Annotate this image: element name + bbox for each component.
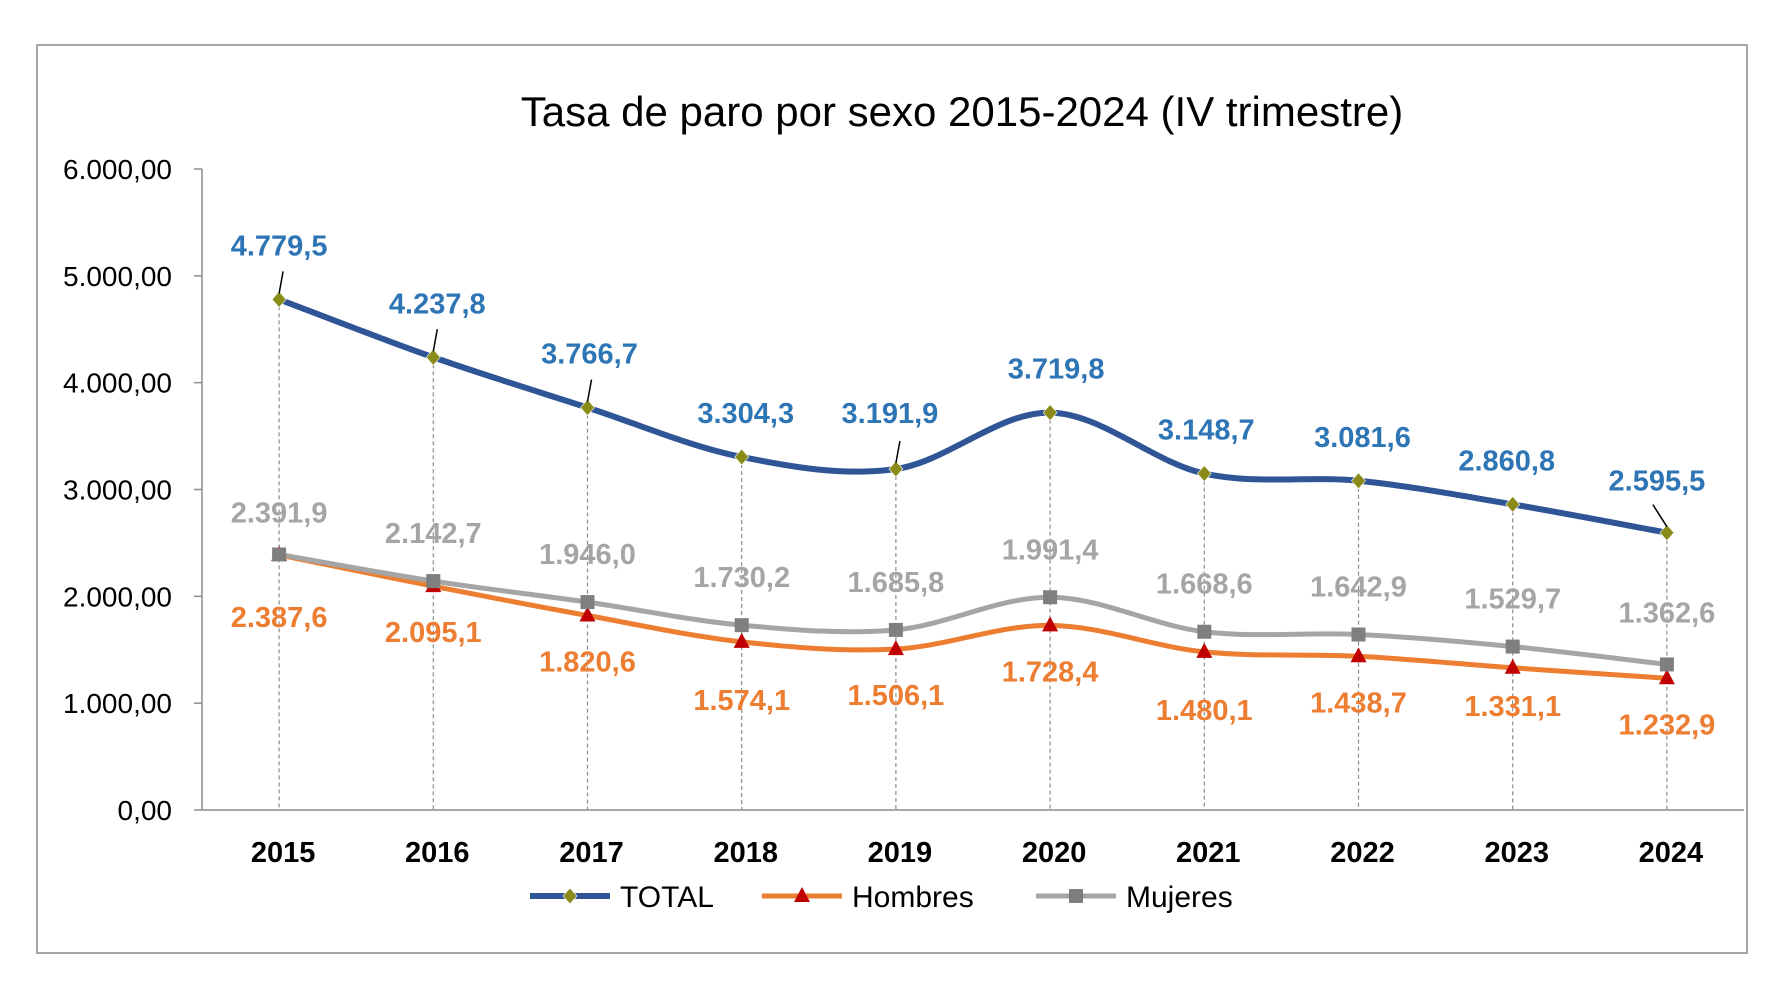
data-label-hombres: 1.331,1 (1464, 691, 1561, 723)
leader-line (1652, 504, 1668, 528)
y-tick-label: 6.000,00 (63, 154, 172, 185)
data-label-hombres: 2.095,1 (385, 617, 482, 649)
marker-total (271, 290, 287, 308)
x-axis-ticks: 2015 2016 2017 2018 2019 2020 2021 2022 2023 2024 (251, 837, 1703, 869)
leader-line (432, 329, 439, 352)
marker-mujeres (580, 595, 595, 610)
marker-hombres (1196, 642, 1213, 658)
legend: TOTAL Hombres Mujeres (530, 881, 1233, 914)
marker-hombres (1658, 669, 1675, 685)
x-tick-label: 2019 (868, 837, 933, 869)
marker-total (1505, 495, 1521, 513)
chart-title: Tasa de paro por sexo 2015-2024 (IV trim… (521, 88, 1403, 135)
data-label-total: 3.766,7 (541, 339, 638, 371)
x-tick-label: 2022 (1330, 837, 1395, 869)
data-label-total: 3.304,3 (697, 398, 794, 430)
marker-total (1659, 524, 1675, 542)
marker-total (425, 348, 441, 366)
marker-total (1042, 404, 1058, 422)
series-markers (271, 290, 1675, 685)
legend-marker-total (562, 887, 578, 905)
data-label-mujeres: 1.362,6 (1619, 597, 1716, 629)
data-label-total: 3.191,9 (842, 398, 939, 430)
marker-hombres (1504, 658, 1521, 674)
legend-label-mujeres: Mujeres (1126, 881, 1233, 914)
legend-marker-hombres (794, 887, 810, 902)
data-label-mujeres: 1.991,4 (1002, 534, 1099, 566)
x-tick-label: 2021 (1176, 837, 1241, 869)
marker-total (1351, 472, 1366, 490)
marker-mujeres (734, 618, 749, 633)
marker-hombres (1042, 616, 1059, 632)
marker-hombres (579, 606, 596, 622)
marker-mujeres (1043, 590, 1058, 605)
series-lines (278, 296, 1668, 681)
leader-line (895, 440, 901, 464)
data-label-mujeres: 2.391,9 (231, 497, 328, 529)
y-tick-label: 0,00 (118, 795, 173, 826)
marker-total (1196, 465, 1212, 483)
data-label-total: 2.595,5 (1609, 466, 1706, 498)
legend-label-total: TOTAL (620, 881, 714, 914)
marker-hombres (887, 640, 904, 656)
marker-mujeres (426, 574, 441, 589)
marker-mujeres (888, 622, 903, 637)
series-line-mujeres (278, 552, 1668, 667)
data-label-hombres: 1.480,1 (1156, 695, 1253, 727)
data-label-total: 3.719,8 (1008, 354, 1105, 386)
x-tick-label: 2020 (1022, 837, 1087, 869)
data-label-total: 4.237,8 (389, 288, 486, 320)
marker-total (734, 448, 750, 466)
legend-label-hombres: Hombres (852, 881, 974, 914)
x-tick-label: 2017 (559, 837, 624, 869)
data-label-mujeres: 1.730,2 (693, 562, 790, 594)
x-tick-label: 2015 (251, 837, 316, 869)
marker-hombres (1350, 647, 1367, 663)
marker-hombres (733, 632, 750, 648)
chart-frame (36, 44, 1748, 954)
x-tick-label: 2018 (713, 837, 778, 869)
marker-mujeres (1505, 639, 1520, 654)
data-label-mujeres: 1.685,8 (848, 567, 945, 599)
marker-total (888, 460, 904, 478)
marker-mujeres (272, 547, 287, 562)
data-label-mujeres: 2.142,7 (385, 518, 482, 550)
y-tick-label: 5.000,00 (63, 261, 172, 292)
leader-line (278, 271, 284, 294)
data-label-total: 2.860,8 (1458, 445, 1555, 477)
data-label-hombres: 2.387,6 (231, 602, 328, 634)
y-tick-label: 3.000,00 (63, 475, 172, 506)
data-label-hombres: 1.506,1 (848, 680, 945, 712)
data-label-mujeres: 1.642,9 (1310, 571, 1407, 603)
data-label-total: 4.779,5 (231, 230, 328, 262)
marker-mujeres (1659, 657, 1674, 672)
x-tick-label: 2016 (405, 837, 470, 869)
data-label-total: 3.081,6 (1314, 422, 1411, 454)
series-line-total (278, 296, 1668, 536)
data-label-hombres: 1.574,1 (693, 685, 790, 717)
x-tick-label: 2023 (1484, 837, 1549, 869)
data-label-hombres: 1.438,7 (1310, 687, 1407, 719)
y-axis-ticks: 0,00 1.000,00 2.000,00 3.000,00 4.000,00 5.00… (63, 154, 202, 826)
leader-line (586, 379, 593, 402)
data-label-mujeres: 1.529,7 (1464, 584, 1561, 616)
data-label-mujeres: 1.946,0 (539, 539, 636, 571)
y-tick-label: 4.000,00 (63, 368, 172, 399)
data-label-mujeres: 1.668,6 (1156, 569, 1253, 601)
y-tick-label: 1.000,00 (63, 688, 172, 719)
data-label-total: 3.148,7 (1158, 415, 1255, 447)
marker-mujeres (1197, 624, 1212, 639)
legend-marker-mujeres (1069, 889, 1083, 903)
x-tick-label: 2024 (1639, 837, 1704, 869)
data-labels: 4.779,5 4.237,8 3.766,7 3.304,3 3.191,9 3.719… (231, 230, 1716, 741)
data-label-hombres: 1.728,4 (1002, 656, 1099, 688)
y-tick-label: 2.000,00 (63, 581, 172, 612)
data-label-hombres: 1.820,6 (539, 646, 636, 678)
marker-mujeres (1351, 627, 1366, 642)
marker-total (580, 399, 595, 417)
series-line-hombres (278, 552, 1668, 681)
data-label-hombres: 1.232,9 (1619, 709, 1716, 741)
